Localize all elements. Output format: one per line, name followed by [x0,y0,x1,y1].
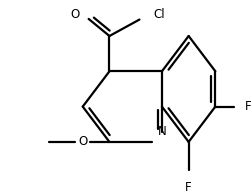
Text: O: O [78,135,87,148]
Text: F: F [185,181,192,194]
Text: N: N [158,125,166,138]
Text: F: F [245,100,251,113]
Text: O: O [71,8,80,21]
Text: Cl: Cl [153,8,165,21]
